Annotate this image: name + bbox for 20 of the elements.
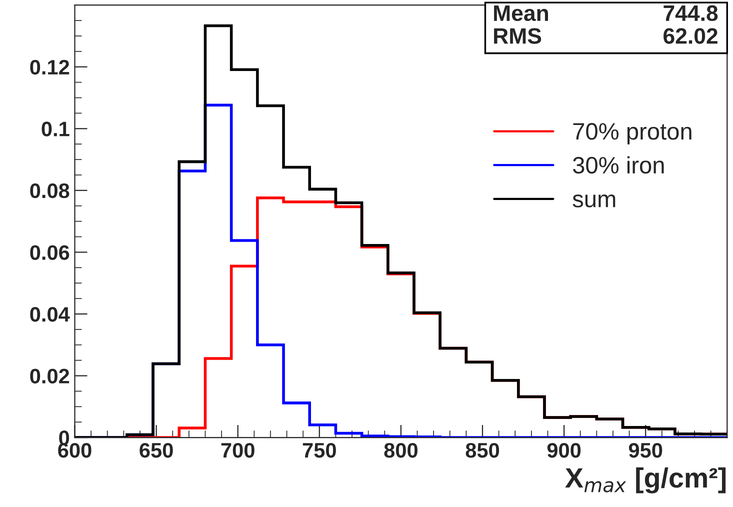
x-tick-label: 650 — [140, 442, 173, 458]
x-tick-label: 750 — [302, 442, 336, 458]
y-tick-label: 0.12 — [30, 60, 70, 75]
y-tick-label: 0.1 — [42, 122, 70, 136]
x-tick-label: 700 — [221, 442, 254, 458]
x-tick-label: 600 — [58, 442, 92, 458]
x-tick-label: 800 — [384, 442, 418, 458]
x-tick-label: 900 — [547, 442, 581, 458]
x-axis-title: X$_{max}$ [g/cm²] — [565, 467, 726, 494]
x-tick-label: 950 — [628, 442, 662, 458]
legend-label: sum — [572, 194, 616, 208]
y-tick-label: 0.06 — [30, 245, 70, 260]
x-tick-label: 850 — [466, 442, 500, 458]
y-tick-label: 0.04 — [30, 306, 70, 322]
text: Mean 744.8 — [494, 5, 718, 22]
y-tick-label: 0.08 — [30, 183, 70, 198]
legend-label: 70% proton — [573, 123, 692, 144]
legend-label: 30% iron — [572, 156, 664, 174]
text: RMS 62.02 — [494, 28, 718, 44]
y-tick-label: 0.02 — [30, 368, 70, 384]
